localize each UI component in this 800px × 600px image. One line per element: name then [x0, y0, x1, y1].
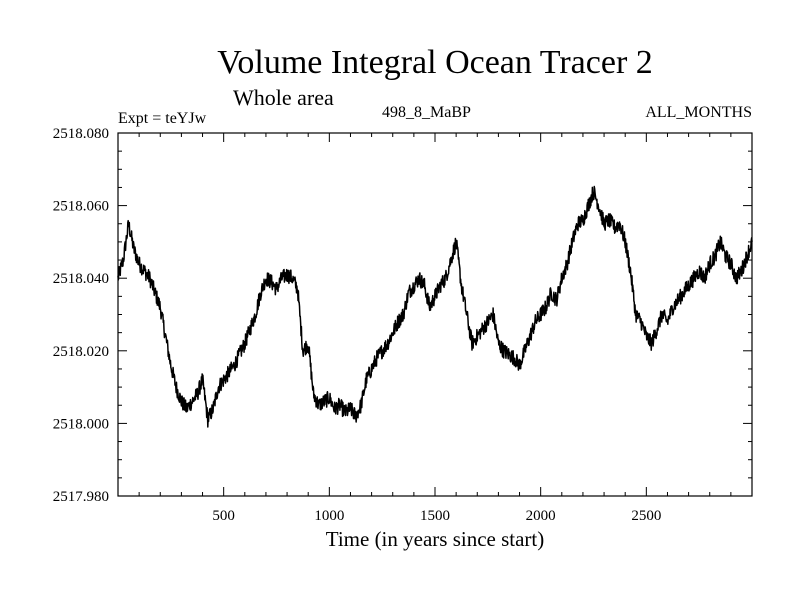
chart-subtitle: Whole area	[233, 85, 334, 110]
x-tick-label: 2500	[631, 508, 661, 524]
chart-title: Volume Integral Ocean Tracer 2	[217, 44, 653, 81]
period-label: 498_8_MaBP	[382, 104, 471, 121]
x-tick-label: 2000	[526, 508, 556, 524]
series-group	[117, 185, 753, 428]
x-tick-label: 1000	[314, 508, 344, 524]
x-tick-label: 500	[212, 508, 235, 524]
experiment-label: Expt = teYJw	[118, 110, 207, 127]
y-tick-label: 2518.040	[53, 271, 109, 287]
x-tick-label: 1500	[420, 508, 450, 524]
series-line	[117, 185, 753, 428]
plot-frame-group	[117, 132, 753, 497]
y-tick-label: 2518.060	[53, 199, 109, 215]
y-tick-label: 2518.020	[53, 344, 109, 360]
y-tick-label: 2518.080	[53, 126, 109, 142]
y-tick-label: 2517.980	[53, 489, 109, 505]
x-axis-label: Time (in years since start)	[326, 527, 545, 551]
ticks-group: 500 1000 1500 2000 2500 2517.980 2518.000 2518.…	[53, 126, 752, 524]
months-label: ALL_MONTHS	[645, 104, 752, 121]
plot-frame	[117, 132, 753, 497]
y-tick-label: 2518.000	[53, 416, 109, 432]
